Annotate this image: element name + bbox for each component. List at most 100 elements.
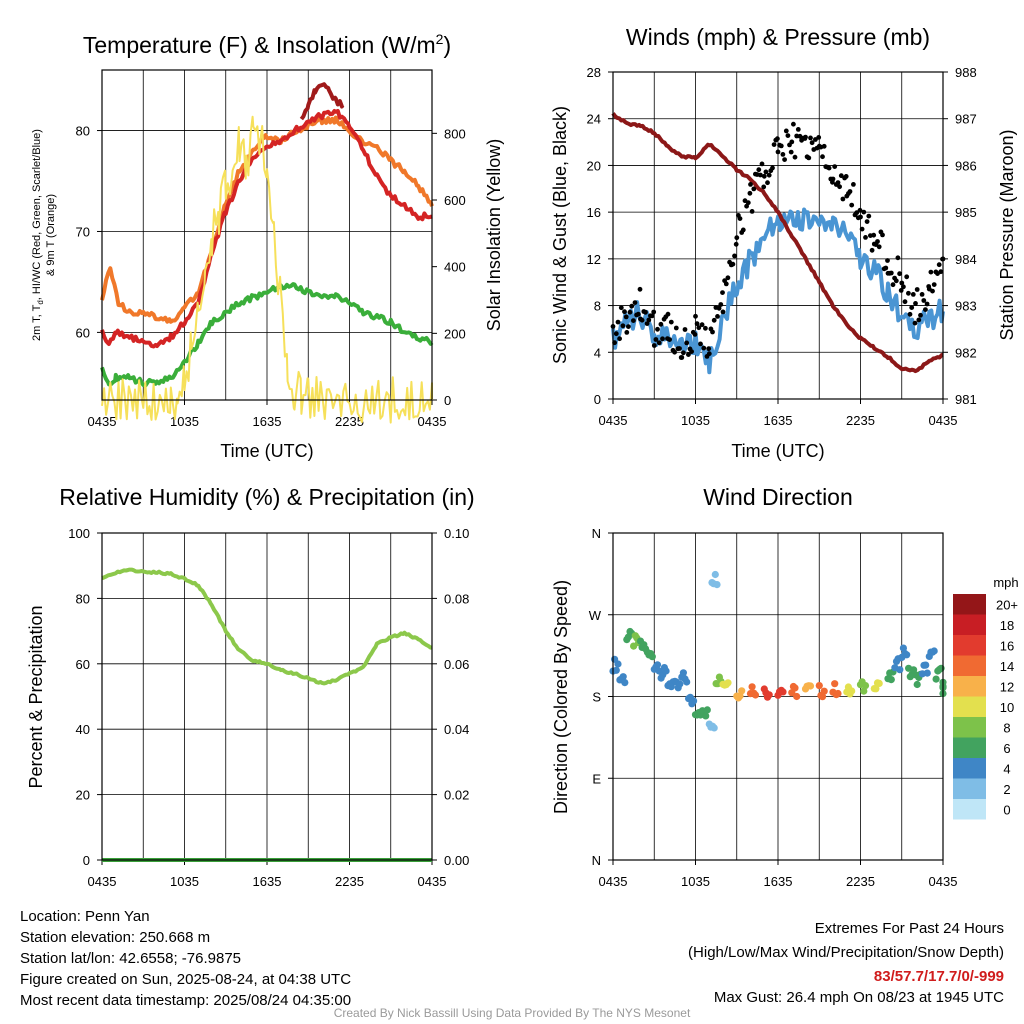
colorbar-swatch: [953, 799, 986, 820]
winds-y-tick: 16: [587, 205, 601, 220]
temperature-y-tick: 60: [76, 325, 90, 340]
gust-point: [924, 301, 930, 307]
gust-point: [740, 227, 746, 233]
gust-point: [820, 154, 825, 160]
gust-point: [809, 140, 815, 146]
gust-point: [902, 299, 908, 305]
colorbar: 0 2 4 6 8 10 12 14 16 18 20+: [953, 594, 1018, 820]
temperature-y2-tick: 600: [444, 193, 466, 208]
temperature-y-tick: 80: [76, 124, 90, 139]
temperature-ylabel-right: Solar Insolation (Yellow): [484, 139, 504, 331]
gust-point: [701, 345, 707, 351]
direction-y-tick: W: [589, 608, 602, 623]
gust-point: [747, 190, 753, 196]
gust-point: [626, 324, 631, 329]
gust-point: [681, 350, 686, 356]
gust-point: [759, 161, 765, 167]
direction-point: [818, 693, 827, 701]
humidity-frame: [101, 532, 433, 861]
humidity-ylabel-left: Percent & Precipitation: [26, 605, 46, 788]
gust-point: [898, 288, 904, 293]
direction-point: [676, 680, 684, 688]
direction-point: [930, 647, 938, 655]
gust-point: [897, 271, 902, 277]
winds-panel: Winds (mph) & Pressure (mb) 0435 1035 1635…: [550, 24, 1017, 461]
gust-point: [644, 321, 650, 326]
gust-point: [864, 219, 870, 225]
winds-frame: [612, 71, 944, 400]
direction-point: [724, 679, 732, 687]
direction-y-tick: N: [592, 526, 601, 541]
gust-point: [651, 309, 657, 315]
colorbar-swatch: [953, 778, 986, 799]
humidity-x-tick: 1635: [253, 874, 282, 889]
gust-point: [893, 278, 899, 284]
gust-point: [888, 270, 894, 276]
temperature-x-tick: 0435: [88, 414, 117, 429]
temperature-x-tick: 0435: [418, 414, 447, 429]
direction-panel: Wind Direction 0435 1035 1635 2235 0435 N E S W N…: [551, 484, 1019, 889]
gust-point: [789, 139, 795, 145]
direction-point: [896, 666, 904, 674]
gust-point: [751, 186, 757, 192]
gust-point: [684, 340, 690, 346]
temperature-frame: [101, 69, 433, 401]
temperature-series-line: [100, 115, 434, 324]
colorbar-label: 6: [1003, 741, 1010, 756]
gust-point: [758, 172, 763, 178]
gust-point: [620, 323, 626, 329]
temperature-series-line: [100, 108, 433, 349]
winds-y2-tick: 983: [955, 299, 977, 314]
colorbar-swatch: [953, 676, 986, 697]
location-text: Location: Penn Yan: [20, 908, 150, 925]
gust-point: [734, 235, 740, 241]
winds-series-line: [611, 207, 945, 375]
gust-point: [910, 292, 916, 297]
gust-point: [930, 288, 935, 294]
gust-point: [869, 247, 875, 253]
gust-point: [832, 164, 838, 170]
gust-point: [629, 303, 635, 309]
gust-point: [871, 232, 877, 238]
gust-point: [653, 337, 659, 342]
recent-text: Most recent data timestamp: 2025/08/24 0…: [20, 992, 352, 1009]
direction-point: [820, 687, 828, 695]
gust-point: [830, 176, 836, 182]
winds-y2-tick: 984: [955, 252, 977, 267]
direction-y-tick: S: [592, 690, 601, 705]
humidity-y2-tick: 0.00: [444, 853, 469, 868]
colorbar-label: 0: [1003, 802, 1010, 817]
temperature-y2-tick: 200: [444, 326, 466, 341]
gust-point: [916, 317, 922, 323]
gust-point: [885, 258, 890, 263]
direction-y-tick: N: [592, 853, 601, 868]
direction-x-tick: 1035: [681, 874, 710, 889]
gust-point: [749, 209, 755, 214]
gust-point: [748, 182, 753, 187]
winds-x-tick: 1035: [681, 413, 710, 428]
gust-point: [725, 275, 731, 281]
colorbar-swatch: [953, 655, 986, 676]
gust-point: [694, 321, 700, 327]
extremes-title: Extremes For Past 24 Hours: [814, 920, 1004, 937]
elevation-text: Station elevation: 250.668 m: [20, 929, 211, 946]
gust-point: [635, 311, 641, 317]
gust-point: [715, 314, 720, 319]
temperature-y2-tick: 0: [444, 393, 451, 408]
humidity-title: Relative Humidity (%) & Precipitation (i…: [59, 484, 474, 510]
humidity-x-tick: 0435: [418, 874, 447, 889]
gust-point: [890, 282, 896, 288]
gust-point: [875, 239, 880, 244]
gust-point: [880, 232, 885, 238]
temperature-xlabel: Time (UTC): [220, 441, 313, 461]
gust-point: [699, 322, 705, 328]
gust-point: [765, 180, 770, 186]
direction-point: [614, 660, 622, 668]
gust-point: [623, 314, 629, 320]
direction-point: [922, 661, 930, 669]
gust-point: [686, 352, 691, 357]
gust-point: [658, 321, 664, 327]
direction-point: [887, 676, 895, 684]
direction-point: [710, 724, 718, 732]
direction-point: [751, 691, 760, 699]
